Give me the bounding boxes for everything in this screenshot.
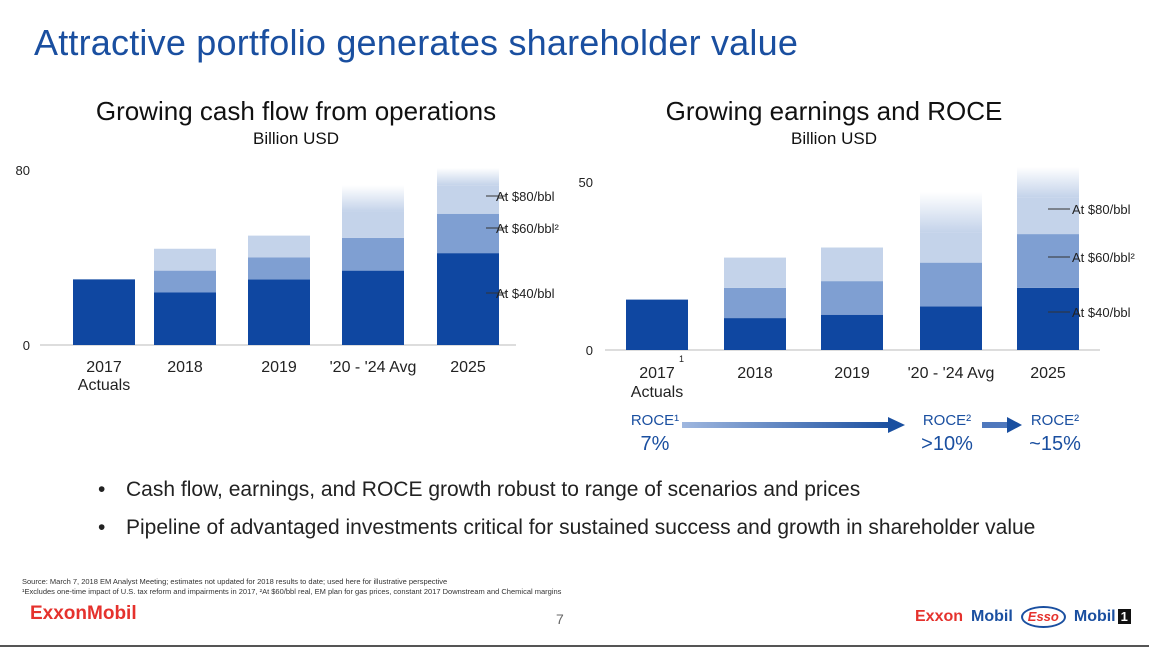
- mobil1-text: Mobil: [1073, 608, 1116, 625]
- legend-label: At $80/bbl: [1072, 202, 1131, 217]
- chart2-title: Growing earnings and ROCE: [665, 96, 1003, 126]
- x-tick-label: '20 - '24 Avg: [330, 359, 417, 376]
- x-tick-label: 2018: [167, 359, 203, 376]
- roce-row: ROCE¹ 7% ROCE² >10% ROCE² ~15%: [631, 412, 1081, 455]
- roce-value: 7%: [641, 433, 670, 455]
- bar-segment: [920, 262, 982, 307]
- y-tick-label: 0: [23, 338, 30, 353]
- bullet-list: • Cash flow, earnings, and ROCE growth ro…: [98, 478, 1035, 554]
- bar-segment: [821, 314, 883, 350]
- legend-label: At $80/bbl: [496, 189, 555, 204]
- bar-segment: [154, 248, 216, 271]
- brand-logos: Exxon Mobil Esso Mobil 1: [915, 605, 1131, 629]
- x-tick-label: 2025: [450, 359, 486, 376]
- legend-label: At $60/bbl²: [496, 221, 560, 236]
- bar-segment: [1017, 234, 1079, 288]
- x-tick-label: Actuals: [78, 377, 130, 394]
- x-tick-label: 2017: [639, 365, 675, 382]
- bar-segment: [920, 306, 982, 350]
- bar-segment: [154, 292, 216, 345]
- esso-logo: Esso: [1020, 606, 1066, 628]
- mobil1-logo: Mobil 1: [1074, 608, 1131, 626]
- bar-segment: [248, 235, 310, 258]
- bar-segment: [248, 279, 310, 345]
- bar-fade: [1017, 166, 1079, 198]
- bar-fade: [342, 185, 404, 212]
- bar-segment: [1017, 287, 1079, 350]
- mobil-logo: Mobil: [971, 608, 1013, 625]
- earnings-chart: 0 50 2017 Actuals 1 2018 2019 '20 - '24 Avg 2025…: [579, 166, 1136, 401]
- x-tick-label: 2019: [834, 365, 870, 382]
- roce-label: ROCE²: [1031, 412, 1079, 429]
- bullet-text: Cash flow, earnings, and ROCE growth rob…: [126, 478, 861, 501]
- bar-segment: [626, 299, 688, 350]
- bar-segment: [342, 237, 404, 271]
- bar-segment: [437, 253, 499, 345]
- roce-arrow-1: [682, 422, 890, 428]
- bullet-item: • Cash flow, earnings, and ROCE growth ro…: [98, 478, 861, 501]
- x-tick-label: 2017: [86, 359, 122, 376]
- bar-segment: [724, 257, 786, 288]
- bar-segment: [437, 185, 499, 214]
- chart1-subtitle: Billion USD: [253, 129, 339, 148]
- chart1-title: Growing cash flow from operations: [95, 96, 497, 126]
- roce-label: ROCE¹: [631, 412, 679, 429]
- exxon-logo: Exxon: [915, 608, 964, 625]
- y-tick-label: 0: [586, 343, 593, 358]
- legend-label: At $40/bbl: [1072, 305, 1131, 320]
- bar-segment: [248, 257, 310, 280]
- roce-label: ROCE²: [923, 412, 971, 429]
- x-tick-label: Actuals: [631, 384, 683, 401]
- exxonmobil-logo: ExxonMobil: [30, 603, 137, 624]
- bar-segment: [342, 270, 404, 345]
- bar-fade: [920, 192, 982, 233]
- bar-segment: [437, 213, 499, 254]
- y-tick-label: 80: [16, 163, 30, 178]
- source-note: Source: March 7, 2018 EM Analyst Meeting…: [22, 577, 448, 586]
- x-tick-label: 2025: [1030, 365, 1066, 382]
- y-tick-label: 50: [579, 175, 593, 190]
- roce-arrow-2: [982, 422, 1009, 428]
- bar-segment: [821, 247, 883, 282]
- footnote-text: ¹Excludes one-time impact of U.S. tax re…: [22, 587, 562, 596]
- roce-value: ~15%: [1029, 433, 1081, 455]
- bar-segment: [73, 279, 135, 345]
- bar-segment: [724, 287, 786, 319]
- bar-segment: [154, 270, 216, 293]
- bar-segment: [821, 281, 883, 315]
- chart2-subtitle: Billion USD: [791, 129, 877, 148]
- bar-segment: [342, 211, 404, 238]
- x-tick-label: 2018: [737, 365, 773, 382]
- roce-arrow-2-head: [1007, 417, 1022, 433]
- x-tick-label: '20 - '24 Avg: [908, 365, 995, 382]
- bullet-item: • Pipeline of advantaged investments crit…: [98, 516, 1036, 539]
- bar-segment: [1017, 197, 1079, 235]
- roce-arrow-1-head: [888, 417, 905, 433]
- bullet-text: Pipeline of advantaged investments criti…: [126, 516, 1036, 539]
- x-tick-label: 2019: [261, 359, 297, 376]
- page-title: Attractive portfolio generates sharehold…: [34, 22, 799, 63]
- legend-label: At $60/bbl²: [1072, 250, 1136, 265]
- page-number: 7: [556, 611, 564, 627]
- roce-value: >10%: [921, 433, 973, 455]
- bar-segment: [724, 318, 786, 350]
- bar-fade: [437, 167, 499, 186]
- bar-segment: [920, 232, 982, 263]
- x-tick-footnote: 1: [679, 354, 684, 364]
- mobil1-one: 1: [1117, 609, 1131, 624]
- footer-rule: [0, 645, 1149, 647]
- legend-label: At $40/bbl: [496, 286, 555, 301]
